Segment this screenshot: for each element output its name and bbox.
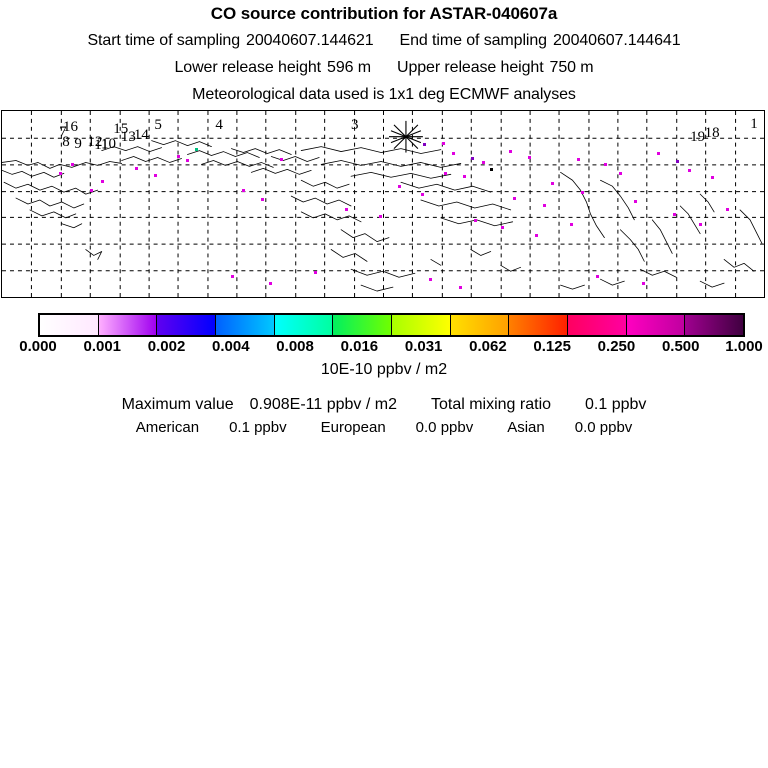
american-label: American: [135, 419, 200, 436]
upper-release-label: Upper release height: [397, 59, 544, 76]
colorbar-tick-11: 1.000: [725, 338, 763, 355]
coastline-outlines: [2, 140, 763, 292]
summary-row-regions: American 0.1 ppbv European 0.0 ppbv Asian 0.0…: [0, 419, 768, 436]
asian-label: Asian: [507, 419, 545, 436]
met-data-line: Meteorological data used is 1x1 deg ECMW…: [192, 86, 576, 103]
american-value: 0.1 ppbv: [229, 419, 287, 436]
lower-release-label: Lower release height: [174, 59, 322, 76]
world-map-panel: 16 15 14 13 12 11 10 9 8 7 5 4 3 19 18 1: [1, 110, 765, 298]
colorbar-tick-4: 0.008: [276, 338, 314, 355]
colorbar-tick-8: 0.125: [533, 338, 571, 355]
colorbar-segment-5: [333, 315, 393, 335]
colorbar-tick-9: 0.250: [597, 338, 636, 355]
colorbar-tick-0: 0.000: [19, 338, 57, 355]
colorbar-tick-10: 0.500: [661, 338, 700, 355]
colorbar-segment-1: [98, 315, 158, 335]
total-mixing-label: Total mixing ratio: [430, 396, 552, 413]
sampling-time-row: Start time of sampling 20040607.144621 End…: [0, 32, 768, 50]
upper-release-value: 750 m: [549, 59, 594, 76]
colorbar-segment-2: [157, 315, 217, 335]
colorbar-tick-7: 0.062: [469, 338, 507, 355]
colorbar-segment-8: [509, 315, 569, 335]
colorbar-segment-11: [685, 315, 744, 335]
colorbar-segment-6: [392, 315, 451, 335]
colorbar-segment-4: [274, 315, 334, 335]
start-time-label: Start time of sampling: [87, 32, 241, 49]
max-value-label: Maximum value: [121, 396, 234, 413]
release-height-row: Lower release height 596 m Upper release h…: [0, 59, 768, 77]
start-time-value: 20040607.144621: [246, 32, 374, 49]
end-time-label: End time of sampling: [399, 32, 548, 49]
release-location-marker: [388, 120, 423, 153]
colorbar-unit-label: 10E-10 ppbv / m2: [320, 361, 448, 378]
colorbar-tick-1: 0.001: [83, 338, 122, 355]
colorbar-tick-2: 0.002: [147, 338, 186, 355]
european-label: European: [320, 419, 386, 436]
asian-value: 0.0 ppbv: [574, 419, 633, 436]
colorbar-tick-3: 0.004: [212, 338, 250, 355]
colorbar-segment-7: [450, 315, 510, 335]
end-time-value: 20040607.144641: [552, 32, 681, 49]
colorbar-segment-9: [568, 315, 627, 335]
max-value: 0.908E-11 ppbv / m2: [249, 396, 397, 413]
total-mixing-value: 0.1 ppbv: [585, 396, 647, 413]
lower-release-value: 596 m: [327, 59, 371, 76]
colorbar-tick-5: 0.016: [340, 338, 379, 355]
summary-row-primary: Maximum value 0.908E-11 ppbv / m2 Total mi…: [0, 396, 768, 414]
colorbar-segment-10: [626, 315, 686, 335]
colorbar: [38, 313, 745, 337]
european-value: 0.0 ppbv: [415, 419, 474, 436]
colorbar-tick-6: 0.031: [404, 338, 443, 355]
colorbar-segment-0: [40, 315, 99, 335]
colorbar-tick-labels: 0.000 0.001 0.002 0.004 0.008 0.016 0.031 0.062…: [0, 338, 768, 358]
page-title: CO source contribution for ASTAR-040607a: [210, 4, 558, 23]
colorbar-segment-3: [216, 315, 275, 335]
